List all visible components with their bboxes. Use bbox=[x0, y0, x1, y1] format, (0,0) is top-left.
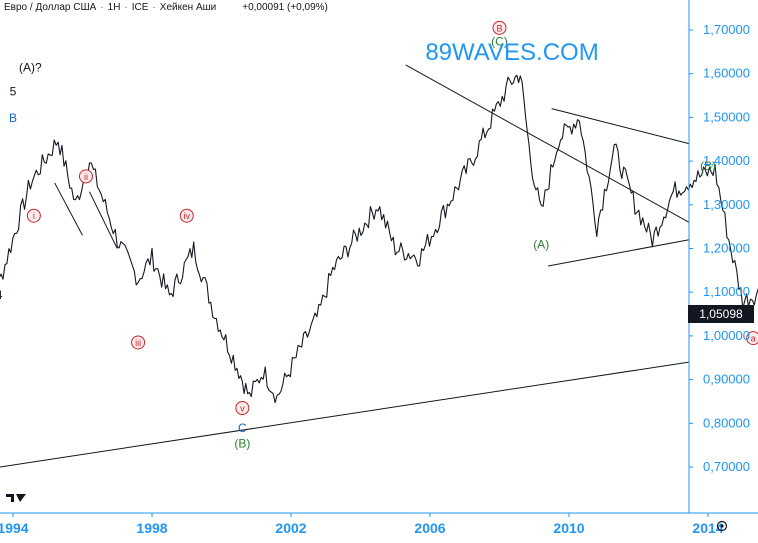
y-tick-label: 0,80000 bbox=[703, 415, 750, 430]
wave-label: 4 bbox=[0, 288, 3, 302]
x-tick-label: 2006 bbox=[414, 520, 445, 536]
y-tick-label: 1,00000 bbox=[703, 328, 750, 343]
trendline-wave-ii-line[interactable] bbox=[89, 191, 118, 249]
wave-circle bbox=[235, 401, 250, 416]
trendline-upper-resistance[interactable] bbox=[405, 64, 690, 223]
wave-circle-text: i bbox=[33, 211, 35, 221]
wave-circle-label: v bbox=[235, 401, 250, 416]
wave-circle-label: B bbox=[492, 20, 507, 35]
wave-label: (B) bbox=[700, 159, 716, 173]
exchange-label: ICE bbox=[131, 2, 149, 13]
x-tick-label: 1998 bbox=[136, 520, 167, 536]
x-tick-label: 2002 bbox=[275, 520, 306, 536]
separator-dot: · bbox=[152, 2, 156, 13]
wave-circle bbox=[179, 208, 194, 223]
tv-logo-icon bbox=[6, 494, 26, 502]
y-tick-label: 0,70000 bbox=[703, 459, 750, 474]
chart-header: Евро / Доллар США · 1Н · ICE · Хейкен Аш… bbox=[4, 2, 328, 13]
price-badge: 1,05098 bbox=[688, 305, 754, 323]
y-tick-label: 1,30000 bbox=[703, 197, 750, 212]
trendline-channel-top[interactable] bbox=[551, 108, 690, 145]
x-tick-label: 1994 bbox=[0, 520, 29, 536]
wave-circle bbox=[746, 331, 758, 346]
y-tick-label: 0,90000 bbox=[703, 372, 750, 387]
wave-label: (B) bbox=[234, 436, 250, 450]
y-tick-label: 1,40000 bbox=[703, 153, 750, 168]
wave-circle-label: i bbox=[26, 208, 41, 223]
y-tick-label: 1,10000 bbox=[703, 284, 750, 299]
wave-circle bbox=[78, 169, 93, 184]
wave-circle-text: iv bbox=[184, 211, 191, 221]
settings-icon[interactable] bbox=[716, 520, 728, 532]
price-badge-text: 1,05098 bbox=[699, 307, 743, 321]
wave-circle-text: ii bbox=[84, 172, 88, 182]
wave-label: B bbox=[9, 111, 17, 125]
wave-circle-label: iii bbox=[131, 335, 146, 350]
separator-dot: · bbox=[124, 2, 128, 13]
wave-label: (A) bbox=[533, 238, 549, 252]
watermark: 89WAVES.COM bbox=[425, 39, 598, 66]
wave-circle bbox=[131, 335, 146, 350]
price-change: +0,00091 (+0,09%) bbox=[242, 2, 328, 13]
wave-label: 5 bbox=[10, 85, 17, 99]
trendline-channel-bottom[interactable] bbox=[548, 239, 690, 267]
trendline-lower-support[interactable] bbox=[0, 361, 690, 468]
timeframe-label[interactable]: 1Н bbox=[107, 2, 121, 13]
wave-circle-label: iv bbox=[179, 208, 194, 223]
wave-circle-text: iii bbox=[135, 338, 141, 348]
wave-circle bbox=[26, 208, 41, 223]
wave-circle bbox=[492, 20, 507, 35]
x-tick-label: 2014 bbox=[692, 520, 723, 536]
wave-label: C bbox=[238, 421, 247, 435]
separator-dot: · bbox=[100, 2, 104, 13]
y-tick-label: 1,50000 bbox=[703, 109, 750, 124]
x-tick-label: 2010 bbox=[553, 520, 584, 536]
price-layer bbox=[0, 74, 758, 404]
y-tick-label: 1,70000 bbox=[703, 22, 750, 37]
price-line bbox=[0, 74, 758, 404]
trendline-wave-i-line[interactable] bbox=[54, 182, 83, 236]
y-tick-label: 1,60000 bbox=[703, 66, 750, 81]
wave-circle-text: v bbox=[240, 404, 245, 414]
trendlines-layer bbox=[0, 64, 690, 468]
symbol-label[interactable]: Евро / Доллар США bbox=[4, 2, 97, 13]
chart-style-label[interactable]: Хейкен Аши bbox=[159, 2, 217, 13]
wave-label: (C) bbox=[491, 34, 508, 48]
wave-circle-text: a bbox=[751, 334, 756, 344]
wave-labels-layer: (A)?5B4C(B)(C)(A)(B)24135(C)I?Biiiiviiiv… bbox=[0, 20, 758, 450]
wave-circle-label: a bbox=[746, 331, 758, 346]
wave-circle-text: B bbox=[496, 23, 502, 33]
wave-label: (A)? bbox=[19, 61, 42, 75]
y-tick-label: 1,20000 bbox=[703, 241, 750, 256]
wave-circle-label: ii bbox=[78, 169, 93, 184]
